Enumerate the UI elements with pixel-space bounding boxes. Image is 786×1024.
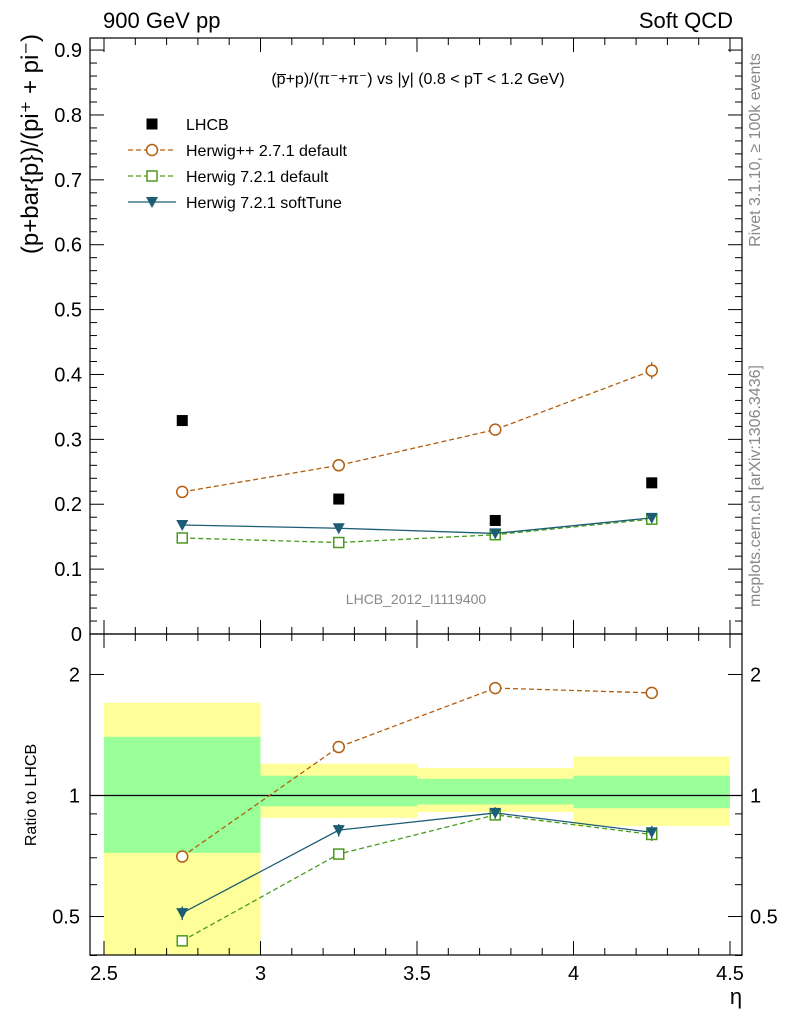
main-series-line — [182, 518, 652, 544]
main-y-axis-label: (p+bar{p})/(pi⁺ + pi⁻) — [17, 34, 44, 254]
ratio-y-tick-label: 0.5 — [52, 907, 80, 929]
main-data-point — [645, 364, 658, 377]
legend-marker — [145, 143, 159, 157]
ratio-band-inner — [260, 775, 417, 807]
main-data-point — [176, 520, 189, 532]
ratio-plot-area: 0.5 0.5 1 1 2 2 2.5 3 3.5 4 4.5 — [52, 633, 778, 985]
ratio-panel: 0.5 0.5 1 1 2 2 2.5 3 3.5 4 4.5 Ratio to LHCB η — [23, 633, 778, 1009]
main-data-point — [489, 514, 501, 526]
main-data-point — [176, 415, 188, 427]
main-panel: 0 0.1 0.2 0.3 0.4 0.5 0.6 0.7 0.8 0.9 (p+bar{p})/… — [17, 34, 743, 646]
main-data-point — [332, 459, 345, 472]
ratio-y-tick-label: 2 — [69, 664, 80, 686]
ratio-data-point — [176, 908, 189, 920]
main-y-tick-label: 0.3 — [54, 429, 82, 451]
ratio-data-point — [332, 740, 345, 754]
main-plot-area: 0 0.1 0.2 0.3 0.4 0.5 0.6 0.7 0.8 0.9 — [54, 37, 743, 646]
main-y-tick-label: 0 — [71, 624, 82, 646]
main-series-line — [182, 517, 652, 535]
ratio-data-point — [489, 807, 502, 819]
legend-entry-herwigpp-271: Herwig++ 2.7.1 default — [186, 143, 348, 160]
legend-entry-herwig-721-default: Herwig 7.2.1 default — [186, 169, 329, 186]
main-data-point — [176, 485, 189, 499]
ratio-band-inner — [573, 775, 730, 809]
main-y-tick-label: 0.2 — [54, 494, 82, 516]
legend-entry-lhcb: LHCB — [186, 117, 229, 134]
header-left-label: 900 GeV pp — [103, 8, 220, 33]
legend-entry-herwig-721-softtune: Herwig 7.2.1 softTune — [186, 195, 342, 212]
ratio-y-tick-label-right: 1 — [750, 786, 761, 808]
main-data-point — [489, 528, 502, 540]
x-tick-label: 4 — [568, 963, 579, 985]
ratio-data-point — [489, 681, 502, 695]
ratio-data-point — [332, 825, 345, 837]
main-data-point — [645, 512, 658, 524]
main-series-line — [182, 369, 652, 493]
legend: LHCB Herwig++ 2.7.1 default Herwig 7.2.1… — [128, 117, 348, 212]
main-data-point — [332, 523, 345, 535]
main-data-point — [333, 493, 345, 505]
main-data-point — [333, 536, 345, 549]
main-y-tick-label: 0.6 — [54, 235, 82, 257]
mcplots-reference-label: mcplots.cern.ch [arXiv:1306.3436] — [747, 365, 764, 607]
main-data-point — [646, 477, 658, 489]
ratio-y-tick-label-right: 2 — [750, 664, 761, 686]
legend-marker — [146, 197, 158, 208]
ratio-series-2 — [176, 807, 658, 921]
main-series-3 — [176, 512, 658, 540]
main-y-tick-label: 0.1 — [54, 559, 82, 581]
main-series-0 — [176, 415, 658, 526]
ratio-y-axis-label: Ratio to LHCB — [23, 744, 40, 846]
ratio-plot-frame — [89, 633, 743, 956]
x-tick-label: 3 — [255, 963, 266, 985]
ratio-data-point — [333, 848, 345, 860]
ratio-series-0 — [176, 681, 658, 863]
main-data-point — [489, 423, 502, 436]
legend-marker — [146, 118, 158, 130]
x-tick-label: 4.5 — [716, 963, 744, 985]
main-y-tick-label: 0.4 — [54, 364, 82, 386]
rivet-version-label: Rivet 3.1.10, ≥ 100k events — [747, 53, 764, 247]
ratio-band-inner — [417, 778, 574, 805]
main-y-tick-label: 0.8 — [54, 105, 82, 127]
ratio-series-line — [181, 812, 652, 914]
ratio-data-point — [645, 686, 658, 700]
main-data-point — [176, 532, 188, 544]
ratio-y-tick-label-right: 0.5 — [750, 907, 778, 929]
ratio-data-point — [176, 935, 188, 947]
main-y-tick-label: 0.7 — [54, 170, 82, 192]
x-axis-label-eta: η — [730, 984, 742, 1009]
ratio-series-line — [181, 814, 652, 942]
ratio-series-line — [181, 687, 652, 858]
main-y-tick-label: 0.9 — [54, 40, 82, 62]
ratio-data-point — [645, 827, 658, 839]
legend-marker — [146, 170, 158, 182]
main-y-tick-label: 0.5 — [54, 300, 82, 322]
analysis-watermark: LHCB_2012_I1119400 — [346, 591, 487, 607]
x-tick-label: 3.5 — [403, 963, 431, 985]
ratio-data-point — [176, 850, 189, 863]
x-tick-label: 2.5 — [90, 963, 118, 985]
main-series-1 — [176, 362, 658, 499]
header-right-label: Soft QCD — [639, 8, 733, 33]
ratio-band-inner — [104, 736, 261, 853]
ratio-y-tick-label: 1 — [69, 786, 80, 808]
main-plot-title: (p̅+p)/(π⁻+π⁻) vs |y| (0.8 < pT < 1.2 Ge… — [271, 71, 564, 88]
